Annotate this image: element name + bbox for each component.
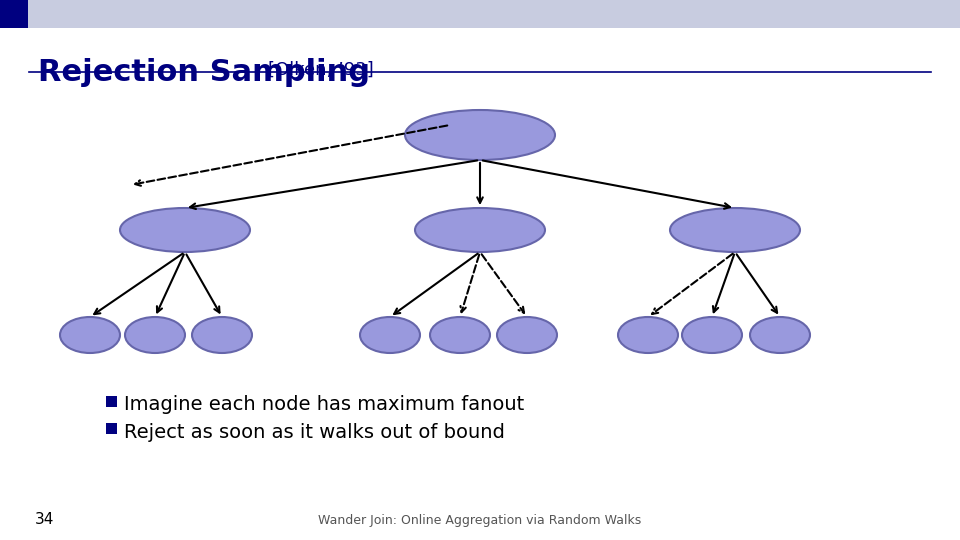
FancyBboxPatch shape: [0, 0, 960, 28]
Ellipse shape: [125, 317, 185, 353]
Ellipse shape: [750, 317, 810, 353]
FancyBboxPatch shape: [106, 423, 117, 434]
Ellipse shape: [682, 317, 742, 353]
Ellipse shape: [192, 317, 252, 353]
Ellipse shape: [405, 110, 555, 160]
Ellipse shape: [670, 208, 800, 252]
Text: [Olken, ’93]: [Olken, ’93]: [268, 61, 373, 79]
Text: Reject as soon as it walks out of bound: Reject as soon as it walks out of bound: [124, 422, 505, 442]
Text: Rejection Sampling: Rejection Sampling: [38, 58, 370, 87]
Ellipse shape: [360, 317, 420, 353]
Ellipse shape: [497, 317, 557, 353]
Text: Imagine each node has maximum fanout: Imagine each node has maximum fanout: [124, 395, 524, 415]
Ellipse shape: [120, 208, 250, 252]
Ellipse shape: [415, 208, 545, 252]
FancyBboxPatch shape: [0, 0, 28, 28]
Ellipse shape: [618, 317, 678, 353]
Ellipse shape: [430, 317, 490, 353]
Text: 34: 34: [35, 512, 55, 527]
FancyBboxPatch shape: [106, 396, 117, 407]
Ellipse shape: [60, 317, 120, 353]
Text: Wander Join: Online Aggregation via Random Walks: Wander Join: Online Aggregation via Rand…: [319, 514, 641, 527]
